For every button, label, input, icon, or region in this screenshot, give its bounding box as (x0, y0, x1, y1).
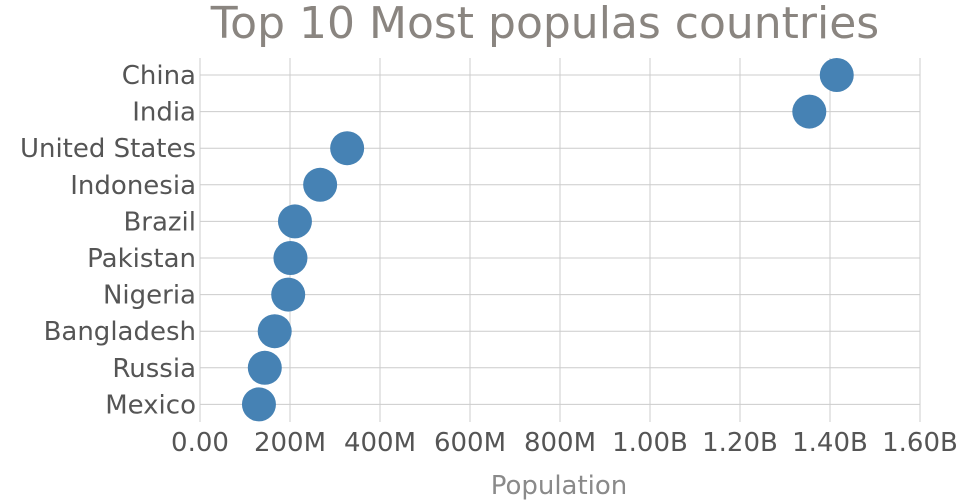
x-tick-label: 1.20B (702, 428, 778, 458)
x-tick-label: 600M (434, 428, 506, 458)
category-label: United States (20, 134, 196, 164)
data-point (303, 167, 338, 202)
data-point (241, 387, 276, 422)
category-label: China (122, 61, 196, 91)
x-tick-label: 1.60B (882, 428, 958, 458)
x-tick-label: 1.40B (792, 428, 868, 458)
category-label: Indonesia (70, 171, 196, 201)
data-point (819, 58, 854, 92)
category-label: Bangladesh (44, 317, 196, 347)
data-point (277, 204, 312, 239)
grid-lines (199, 58, 921, 422)
category-label: Russia (112, 354, 196, 384)
data-point (330, 131, 365, 166)
data-point (273, 241, 308, 275)
x-tick-label: 200M (254, 428, 326, 458)
data-point (247, 350, 282, 385)
data-point (792, 94, 827, 129)
data-point (257, 314, 292, 349)
data-points (241, 58, 854, 422)
category-label: Pakistan (87, 244, 196, 274)
category-label: Nigeria (103, 281, 196, 311)
x-axis-title: Population (491, 471, 628, 500)
x-tick-label: 0.00 (171, 428, 229, 458)
x-tick-labels: 0.00 200M 400M 600M 800M 1.00B 1.20B 1.40B 1.60B (171, 428, 958, 458)
category-label: Mexico (105, 390, 196, 420)
category-labels: China India United States Indonesia Brazil Pa… (20, 61, 196, 420)
x-tick-label: 800M (524, 428, 596, 458)
category-label: India (132, 98, 196, 128)
x-tick-label: 400M (344, 428, 416, 458)
x-tick-label: 1.00B (612, 428, 688, 458)
data-point (271, 277, 306, 312)
category-label: Brazil (123, 207, 196, 237)
chart-title: Top 10 Most populas countries (210, 0, 879, 49)
